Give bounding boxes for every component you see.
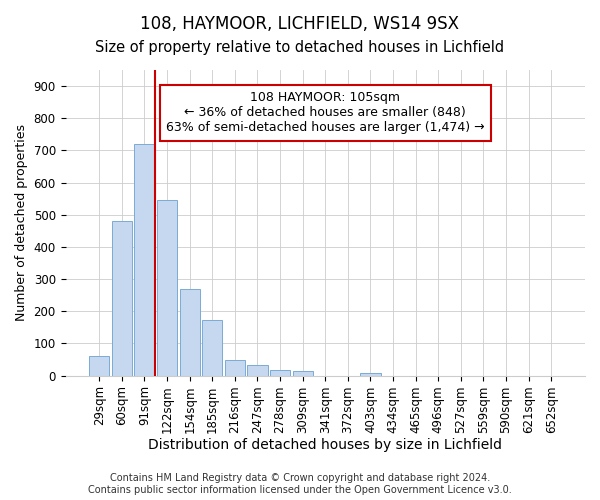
Text: Size of property relative to detached houses in Lichfield: Size of property relative to detached ho…	[95, 40, 505, 55]
Bar	[293, 371, 313, 376]
Y-axis label: Number of detached properties: Number of detached properties	[15, 124, 28, 322]
Text: 108 HAYMOOR: 105sqm
← 36% of detached houses are smaller (848)
63% of semi-detac: 108 HAYMOOR: 105sqm ← 36% of detached ho…	[166, 92, 485, 134]
Text: 108, HAYMOOR, LICHFIELD, WS14 9SX: 108, HAYMOOR, LICHFIELD, WS14 9SX	[140, 15, 460, 33]
Bar	[360, 372, 380, 376]
Bar	[247, 365, 268, 376]
Bar	[112, 221, 132, 376]
Bar	[89, 356, 109, 376]
Bar	[202, 320, 223, 376]
Bar	[270, 370, 290, 376]
Bar	[134, 144, 155, 376]
Bar	[225, 360, 245, 376]
Bar	[179, 288, 200, 376]
X-axis label: Distribution of detached houses by size in Lichfield: Distribution of detached houses by size …	[148, 438, 502, 452]
Text: Contains HM Land Registry data © Crown copyright and database right 2024.
Contai: Contains HM Land Registry data © Crown c…	[88, 474, 512, 495]
Bar	[157, 200, 177, 376]
